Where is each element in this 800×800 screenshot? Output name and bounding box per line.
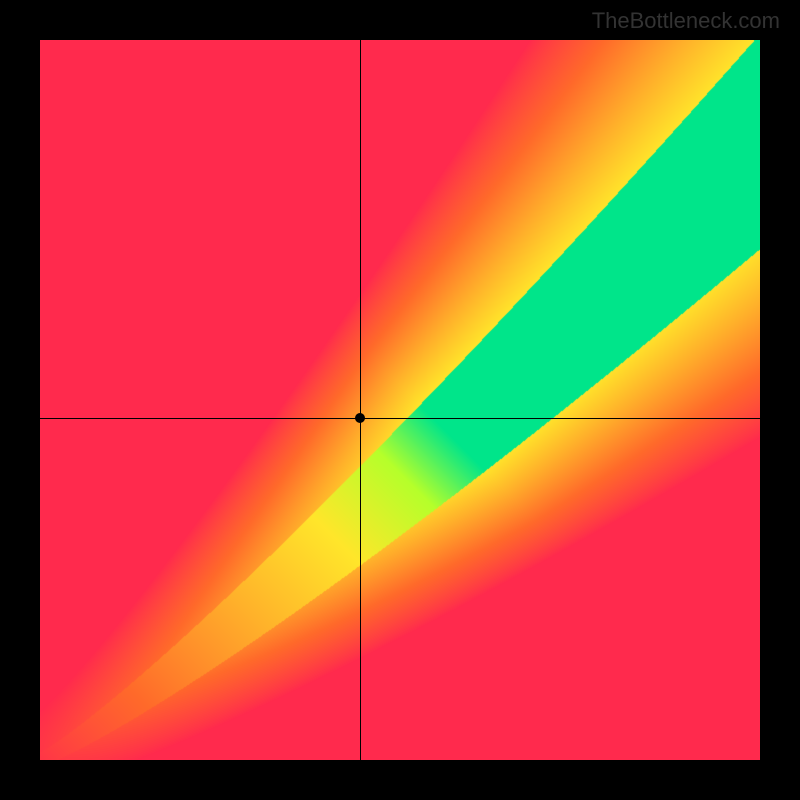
watermark-text: TheBottleneck.com [592,8,780,34]
crosshair-horizontal [40,418,760,419]
heatmap-canvas [40,40,760,760]
crosshair-vertical [360,40,361,760]
crosshair-marker [355,413,365,423]
heatmap-plot [40,40,760,760]
